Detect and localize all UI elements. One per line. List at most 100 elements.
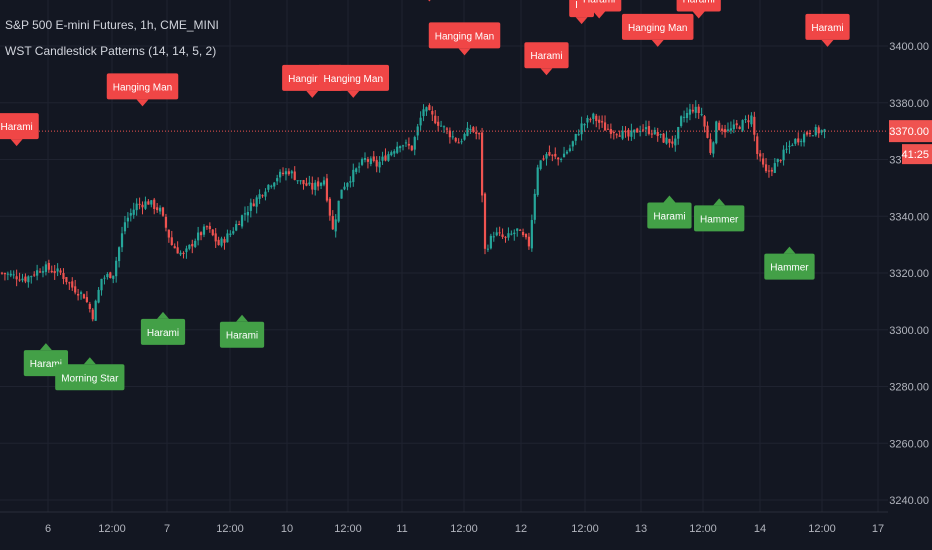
pattern-label-box — [577, 0, 622, 12]
time-tick-label: 12:00 — [689, 523, 717, 535]
candle-body — [709, 139, 712, 153]
candle-body — [557, 157, 560, 160]
candle-body — [202, 226, 206, 235]
candle-body — [88, 303, 91, 309]
candle-body — [574, 133, 577, 141]
candle-body — [94, 300, 97, 321]
candle-body — [30, 276, 33, 278]
candle-body — [583, 123, 586, 126]
time-tick-label: 6 — [45, 523, 51, 535]
candle-body — [220, 238, 223, 246]
candle-body — [164, 216, 168, 228]
candle-body — [527, 236, 531, 247]
pattern-label-text: Harami — [530, 51, 562, 62]
candle-body — [630, 130, 633, 137]
candle-body — [185, 248, 188, 253]
time-axis[interactable]: 6 12:00 7 12:00 10 12:00 11 12:00 12 12:00 13 12:00… — [0, 511, 888, 550]
candle-body — [568, 148, 572, 152]
candle-body — [653, 129, 656, 135]
candle-body — [252, 203, 255, 207]
candle-body — [258, 194, 261, 199]
candle-body — [744, 118, 747, 120]
pattern-label-text: Harami — [583, 0, 615, 5]
candle-body — [551, 154, 554, 156]
candle-body — [267, 184, 270, 190]
candle-body — [296, 180, 299, 182]
price-tick-label: 3340.00 — [889, 211, 929, 223]
candle-body — [413, 137, 416, 150]
candle-body — [369, 158, 372, 164]
candle-body — [533, 193, 536, 220]
candle-body — [486, 248, 490, 250]
candle-body — [735, 123, 738, 126]
candle-body — [472, 127, 475, 132]
candle-body — [700, 114, 703, 116]
candle-body — [97, 289, 100, 303]
candle-body — [176, 247, 179, 254]
candle-body — [161, 207, 165, 216]
pattern-label-text: Hanging Man — [324, 74, 383, 85]
candle-body — [15, 276, 18, 280]
candle-body — [112, 275, 115, 279]
candle-body — [808, 132, 812, 135]
candle-body — [328, 198, 331, 216]
candle-body — [6, 273, 9, 275]
time-tick-label: 12 — [515, 523, 527, 535]
candle-body — [138, 203, 141, 205]
time-tick-label: 11 — [396, 523, 407, 535]
candle-body — [21, 278, 24, 281]
candle-body — [460, 141, 463, 143]
candle-body — [437, 121, 440, 126]
candle-body — [636, 128, 639, 133]
pattern-label-pointer — [39, 343, 52, 351]
candle-body — [144, 201, 147, 209]
candle-body — [659, 134, 662, 136]
pattern-label-box — [140, 318, 186, 345]
price-tick-label: 3260.00 — [889, 438, 929, 450]
candle-body — [797, 138, 800, 143]
indicator-title[interactable]: WST Candlestick Patterns (14, 14, 5, 2) — [5, 44, 217, 58]
candle-body — [562, 153, 566, 158]
candle-body — [688, 109, 692, 115]
candle-body — [560, 159, 563, 161]
symbol-title[interactable]: S&P 500 E-mini Futures, 1h, CME_MINI — [5, 18, 219, 32]
candle-body — [208, 226, 211, 230]
candle-body — [290, 171, 293, 174]
candle-body — [466, 127, 469, 136]
pattern-label-pointer — [136, 99, 149, 107]
candle-body — [516, 228, 519, 231]
price-axis[interactable]: 3240.00 3260.00 3280.00 3300.00 3320.00 3340.… — [888, 0, 932, 550]
pattern-label-pointer — [540, 68, 553, 76]
candle-body — [378, 161, 381, 168]
candle-body — [214, 233, 217, 242]
candle-body — [226, 233, 229, 243]
pattern-label-text: Harami — [811, 23, 843, 34]
candle-body — [77, 293, 80, 296]
candle-body — [519, 229, 522, 231]
candle-body — [677, 127, 680, 139]
candle-body — [586, 118, 589, 123]
candle-body — [322, 180, 326, 185]
candle-body — [565, 151, 569, 154]
candle-body — [480, 132, 484, 196]
pattern-label-pointer — [593, 11, 606, 19]
candle-body — [656, 132, 659, 137]
candle-body — [650, 133, 653, 135]
candle-body — [38, 271, 42, 273]
candle-body — [554, 153, 557, 157]
pattern-label-text: Hammer — [770, 263, 809, 274]
candle-body — [779, 160, 782, 162]
candle-body — [577, 134, 580, 136]
candle-body — [170, 237, 173, 245]
candle-body — [624, 131, 627, 133]
candle-body — [387, 154, 390, 161]
candle-body — [492, 236, 495, 238]
candle-body — [132, 209, 135, 215]
candle-body — [513, 232, 516, 235]
candle-body — [261, 195, 264, 197]
candle-body — [495, 232, 498, 236]
bar-countdown-value: 41:25 — [901, 149, 929, 161]
candle-body — [334, 219, 337, 232]
candle-body — [764, 164, 768, 172]
